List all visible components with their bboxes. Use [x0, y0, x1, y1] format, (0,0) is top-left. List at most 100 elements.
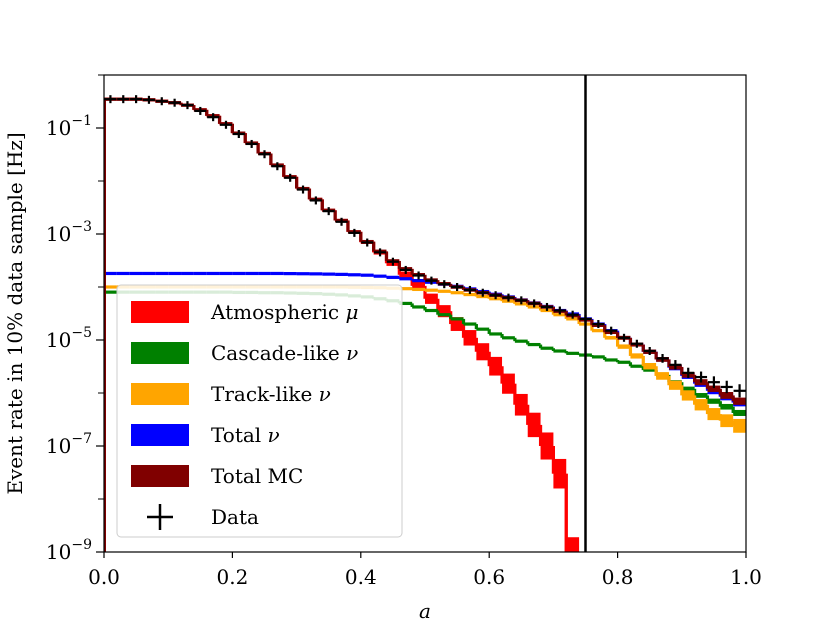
bar-1-32 — [514, 339, 528, 343]
bar-2-39 — [604, 336, 618, 340]
bar-2-23 — [399, 287, 413, 291]
y-tick-label-1: 10−3 — [46, 219, 92, 246]
bar-3-10 — [232, 271, 246, 276]
bar-4-49 — [733, 397, 746, 405]
bar-2-41 — [630, 353, 644, 359]
x-ticks: 0.0 0.2 0.4 0.6 0.8 1.0 — [88, 552, 762, 589]
bar-1-46 — [694, 393, 708, 398]
legend-label-5: Data — [211, 505, 259, 529]
bar-3-17 — [322, 272, 336, 276]
bar-1-40 — [617, 360, 631, 364]
bar-1-23 — [399, 301, 413, 306]
bar-3-23 — [399, 277, 413, 281]
bar-3-6 — [181, 271, 194, 276]
bar-2-24 — [412, 287, 425, 292]
bar-2-42 — [643, 363, 657, 370]
bar-3-8 — [206, 271, 220, 276]
legend-swatch-3 — [131, 424, 189, 446]
bar-1-25 — [425, 308, 438, 313]
bar-1-39 — [604, 358, 618, 362]
x-axis-title: a — [419, 599, 431, 623]
bar-3-1 — [116, 271, 130, 276]
bar-0-36 — [566, 537, 580, 552]
bar-1-31 — [502, 336, 515, 340]
y-axis-title: Event rate in 10% data sample [Hz] — [3, 132, 27, 494]
legend-swatch-1 — [131, 342, 189, 364]
bar-2-28 — [463, 292, 477, 297]
bar-4-47 — [707, 385, 721, 393]
bar-3-11 — [245, 271, 259, 276]
y-tick-label-4: 10−9 — [46, 537, 92, 564]
bar-1-33 — [527, 342, 541, 347]
bar-1-48 — [720, 403, 734, 410]
bar-0-35 — [553, 458, 567, 489]
x-tick-label-1: 0.2 — [216, 565, 248, 589]
bar-2-36 — [566, 317, 580, 321]
legend-label-0: Atmospheric μ — [210, 300, 358, 324]
bar-0-24 — [412, 281, 425, 291]
bar-0-32 — [514, 393, 528, 416]
bar-0-28 — [463, 330, 477, 346]
x-tick-label-3: 0.6 — [473, 565, 505, 589]
bar-0-23 — [399, 271, 413, 279]
bar-2-0 — [104, 285, 117, 289]
legend-label-3: Total ν — [211, 423, 280, 447]
bar-0-30 — [489, 356, 503, 376]
x-tick-label-4: 0.8 — [602, 565, 634, 589]
bar-0-27 — [450, 317, 464, 331]
bar-1-36 — [566, 351, 580, 355]
bar-3-22 — [386, 275, 400, 279]
bar-1-35 — [553, 349, 567, 353]
y-ticks: 10−1 10−3 10−5 10−7 10−9 — [46, 74, 104, 564]
bar-3-20 — [360, 273, 374, 277]
axes-frame — [103, 74, 747, 553]
bar-3-16 — [309, 272, 323, 276]
bar-2-48 — [720, 414, 734, 428]
bar-3-18 — [335, 272, 348, 276]
legend-swatch-4 — [131, 465, 189, 487]
bar-3-9 — [219, 271, 233, 276]
legend-swatch-0 — [131, 301, 189, 323]
bar-2-27 — [450, 291, 464, 295]
bar-1-27 — [450, 317, 464, 321]
legend-label-1: Cascade-like ν — [211, 341, 358, 365]
bar-3-7 — [193, 271, 207, 276]
legend-swatch-2 — [131, 383, 189, 405]
bar-3-24 — [412, 279, 425, 283]
legend: Atmospheric μ Cascade-like ν Track-like ν T… — [116, 284, 403, 538]
bar-1-38 — [591, 355, 605, 359]
bar-3-3 — [142, 271, 156, 276]
bar-1-42 — [643, 368, 657, 372]
bar-1-28 — [463, 322, 477, 326]
x-tick-label-0: 0.0 — [88, 565, 120, 589]
bar-1-30 — [489, 332, 503, 336]
bar-2-47 — [707, 408, 721, 421]
bar-3-0 — [104, 271, 117, 276]
bar-2-46 — [694, 399, 708, 411]
bar-2-44 — [668, 380, 682, 390]
bar-3-2 — [129, 271, 143, 276]
bar-3-5 — [168, 271, 182, 276]
bar-2-25 — [425, 288, 438, 292]
bar-2-43 — [656, 372, 669, 380]
bar-3-19 — [347, 273, 361, 277]
bar-3-12 — [258, 271, 271, 276]
x-tick-label-5: 1.0 — [730, 565, 762, 589]
bar-2-35 — [553, 313, 567, 317]
bar-4-48 — [720, 392, 734, 399]
bar-1-0 — [104, 290, 117, 294]
bar-2-38 — [591, 329, 605, 333]
bar-3-21 — [373, 274, 387, 278]
bar-3-14 — [283, 271, 297, 276]
bar-1-41 — [630, 364, 644, 368]
bar-3-4 — [155, 271, 169, 276]
bar-0-29 — [476, 343, 490, 361]
bar-2-26 — [437, 289, 451, 293]
legend-label-4: Total MC — [211, 464, 303, 488]
bar-0-33 — [527, 412, 541, 438]
y-tick-label-3: 10−7 — [46, 431, 92, 458]
bar-2-49 — [733, 418, 746, 433]
y-tick-label-0: 10−1 — [46, 113, 92, 140]
bar-1-29 — [476, 327, 490, 331]
